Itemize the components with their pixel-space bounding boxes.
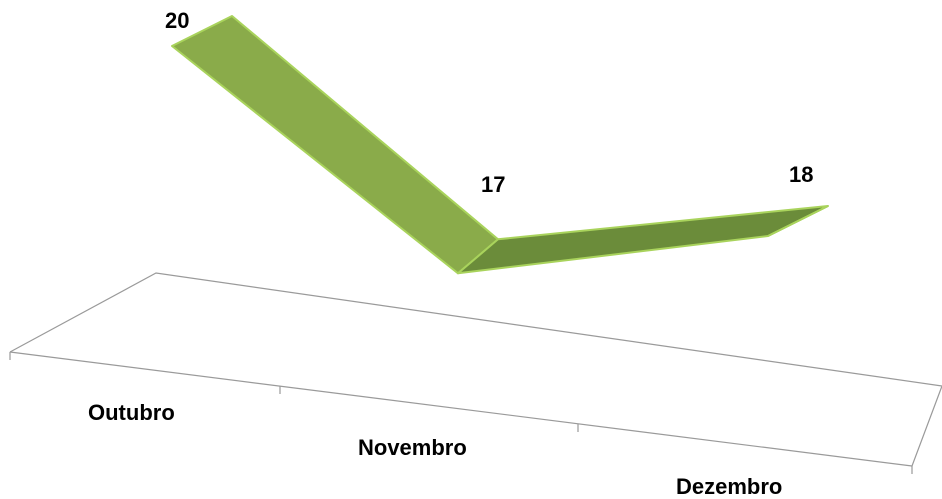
ribbon-series [172, 16, 828, 273]
category-label-outubro: Outubro [88, 400, 175, 425]
ribbon-segment-novembro-dezembro [458, 206, 828, 273]
data-label-novembro: 17 [481, 172, 505, 197]
data-label-outubro: 20 [165, 8, 189, 33]
data-label-dezembro: 18 [789, 162, 813, 187]
category-label-novembro: Novembro [358, 435, 467, 460]
category-label-dezembro: Dezembro [676, 474, 782, 499]
ribbon-segment-outubro-novembro [172, 16, 498, 273]
floor-plane [10, 273, 942, 474]
category-axis-labels: Outubro Novembro Dezembro [88, 400, 782, 499]
